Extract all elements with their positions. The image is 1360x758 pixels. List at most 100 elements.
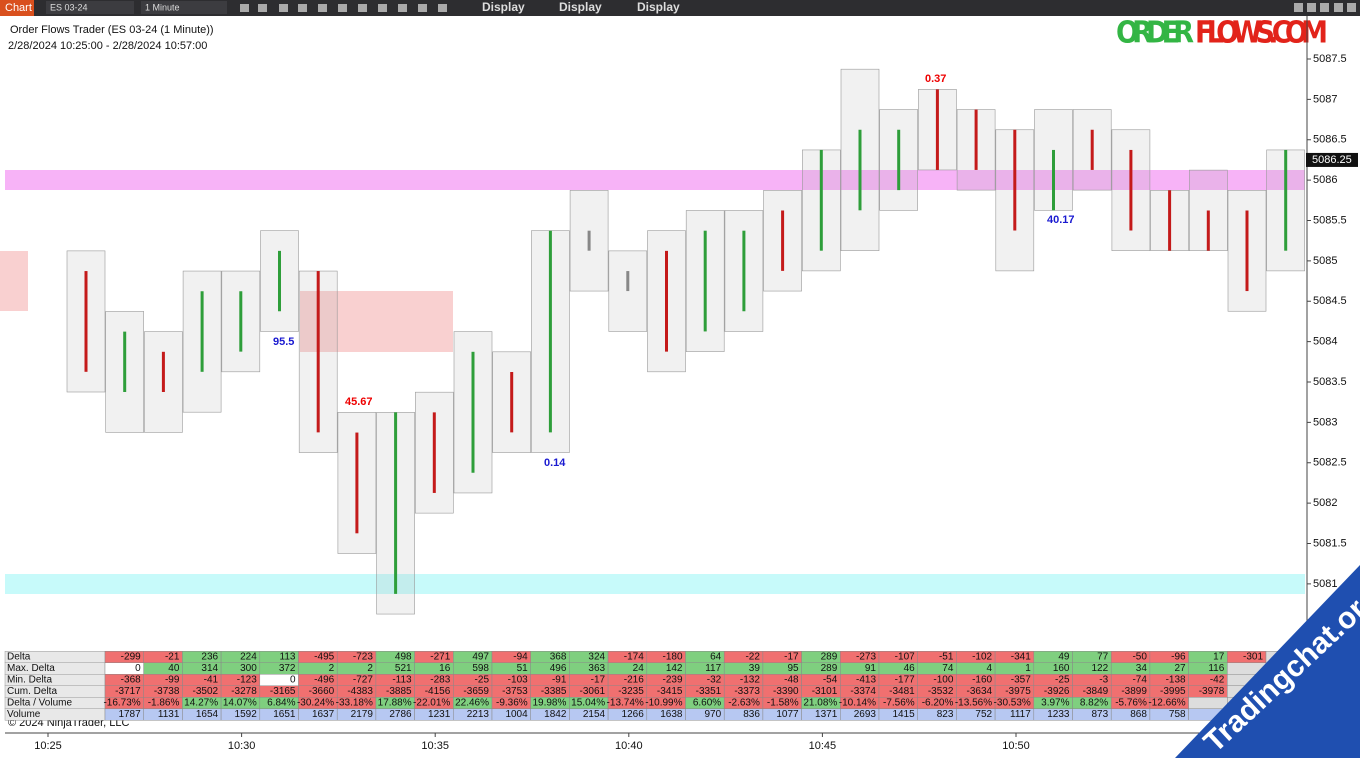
stats-value: 22.46% [455, 698, 489, 709]
bar-body [1168, 190, 1172, 251]
stats-value: 1787 [118, 709, 141, 720]
stats-value: -32 [707, 675, 722, 686]
bar-body [471, 351, 475, 473]
bar-body [1129, 149, 1133, 231]
stats-value: -3885 [386, 686, 412, 697]
stats-value: 34 [1136, 663, 1148, 674]
instrument-box[interactable] [46, 1, 134, 14]
stats-value: 0 [135, 663, 141, 674]
stats-value: -96 [1171, 652, 1186, 663]
logo-part: FLOWS.COM [1195, 16, 1328, 51]
stats-value: -216 [624, 675, 644, 686]
annotation: 0.37 [925, 73, 946, 85]
stats-value: 122 [1092, 663, 1109, 674]
stats-value: -5.76% [1115, 698, 1147, 709]
chart-tab-label[interactable]: Chart [5, 2, 32, 14]
x-tick-label: 10:40 [615, 740, 643, 752]
stats-value: 300 [240, 663, 257, 674]
stats-value: 17 [1213, 652, 1225, 663]
menu-display[interactable]: Display [637, 0, 680, 14]
bar-body [781, 210, 785, 271]
stats-row-label: Min. Delta [7, 675, 52, 686]
stats-value: -180 [662, 652, 682, 663]
stats-value: 74 [942, 663, 954, 674]
stats-value: 368 [550, 652, 567, 663]
bar-body [239, 291, 243, 352]
bar-body [355, 432, 359, 534]
interval-box[interactable] [141, 1, 227, 14]
stats-value: 14.07% [223, 698, 257, 709]
stats-value: 324 [588, 652, 605, 663]
bar-body [316, 271, 320, 433]
annotation: 0.14 [544, 457, 566, 469]
stats-value: -3849 [1083, 686, 1109, 697]
y-tick-label: 5085 [1313, 255, 1337, 267]
stats-value: -3659 [463, 686, 489, 697]
interval[interactable]: 1 Minute [145, 2, 180, 12]
stats-value: 2 [367, 663, 373, 674]
stats-value: -17 [591, 675, 606, 686]
stats-value: -727 [353, 675, 373, 686]
bar-body [587, 230, 591, 251]
menu-display[interactable]: Display [559, 0, 602, 14]
stats-value: -12.66% [1148, 698, 1185, 709]
stats-value: -271 [430, 652, 450, 663]
stats-value: -113 [392, 675, 412, 686]
stats-value: -3390 [773, 686, 799, 697]
stats-value: -54 [823, 675, 838, 686]
stats-value: 116 [1208, 663, 1224, 674]
stats-value: 970 [705, 709, 722, 720]
stats-value: 1266 [622, 709, 645, 720]
stats-value: 2179 [351, 709, 374, 720]
stats-value: 1233 [1047, 709, 1070, 720]
stats-value: -107 [895, 652, 915, 663]
stats-cell [1188, 697, 1228, 709]
stats-value: -3165 [270, 686, 296, 697]
y-tick-label: 5083 [1313, 416, 1337, 428]
stats-value: 1592 [235, 709, 258, 720]
stats-value: -3634 [967, 686, 993, 697]
stats-value: 6.84% [267, 698, 295, 709]
stats-value: 1637 [312, 709, 335, 720]
bar-body [897, 129, 901, 191]
y-tick-label: 5084 [1313, 336, 1337, 348]
instrument[interactable]: ES 03-24 [50, 2, 88, 12]
toolbar-icons[interactable] [240, 3, 1356, 12]
stats-value: -7.56% [883, 698, 915, 709]
y-tick-label: 5081.5 [1313, 537, 1347, 549]
menu-display[interactable]: Display [482, 0, 525, 14]
stats-value: -2.63% [728, 698, 760, 709]
stats-value: 8.82% [1080, 698, 1108, 709]
stats-value: 2693 [854, 709, 877, 720]
stats-value: -3738 [154, 686, 180, 697]
stats-value: -48 [784, 675, 799, 686]
stats-value: 19.98% [532, 698, 566, 709]
stats-value: 1004 [505, 709, 528, 720]
stats-value: -51 [939, 652, 954, 663]
stats-value: -22.01% [413, 698, 450, 709]
stats-value: -9.36% [496, 698, 528, 709]
y-tick-label: 5081 [1313, 578, 1337, 590]
bar-body [1284, 149, 1288, 251]
logo-part: ORDER [1116, 16, 1194, 51]
stats-value: -91 [552, 675, 567, 686]
stats-row-label: Delta [7, 652, 31, 663]
stats-value: 823 [937, 709, 954, 720]
stats-value: -283 [430, 675, 450, 686]
zone [300, 291, 453, 352]
stats-value: 497 [472, 652, 489, 663]
stats-value: -13.56% [955, 698, 992, 709]
annotation: 95.5 [273, 336, 294, 348]
y-tick-label: 5082.5 [1313, 457, 1347, 469]
chart-tab[interactable] [0, 0, 34, 16]
stats-value: -6.20% [922, 698, 954, 709]
stats-value: 117 [705, 663, 721, 674]
zone [0, 251, 28, 311]
y-tick-label: 5084.5 [1313, 295, 1347, 307]
chart-title: Order Flows Trader (ES 03-24 (1 Minute)) [10, 24, 214, 36]
stats-value: -368 [121, 675, 141, 686]
y-tick-label: 5085.5 [1313, 214, 1347, 226]
stats-value: -17 [784, 652, 799, 663]
bar-body [858, 129, 862, 211]
